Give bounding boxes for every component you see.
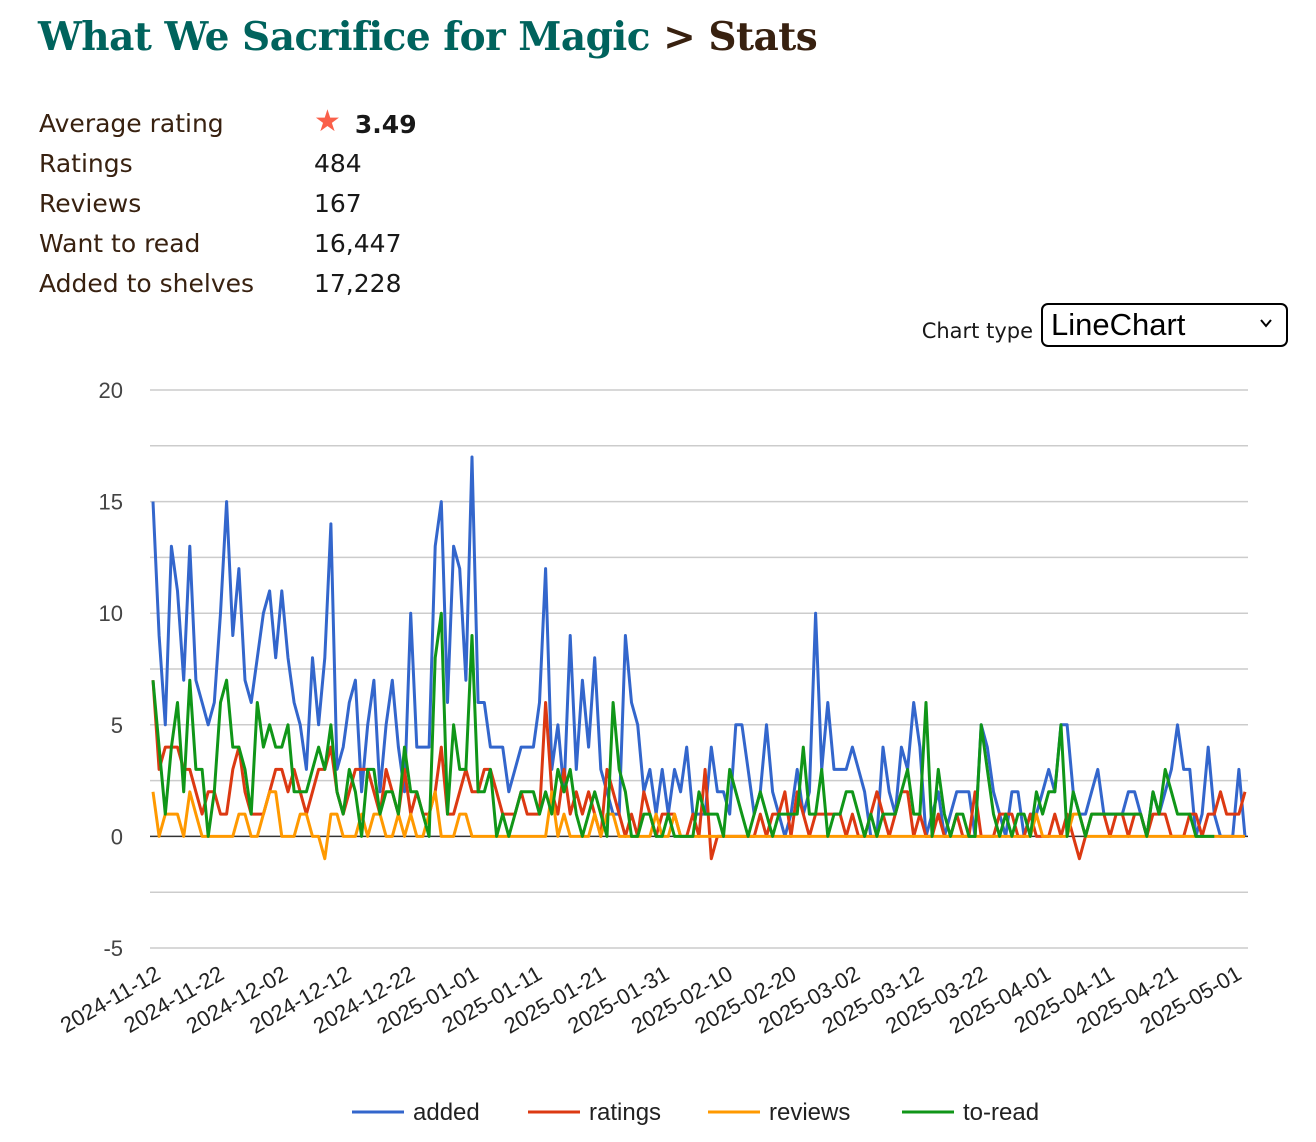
y-tick-label: 10 [99, 601, 123, 626]
legend-item-to-read[interactable]: to-read [902, 1099, 1039, 1126]
legend-label: ratings [589, 1099, 661, 1126]
legend-label: added [413, 1099, 480, 1126]
series-line-to-read [151, 611, 1215, 838]
y-axis: 20 15 10 5 0 -5 [99, 378, 123, 961]
page-title: What We Sacrifice for Magic > Stats [38, 14, 818, 60]
chart-type-select[interactable]: LineChart [1041, 303, 1288, 347]
legend-label: reviews [769, 1099, 850, 1126]
chart-type-control: Chart type LineChart [922, 303, 1288, 347]
breadcrumb-current: Stats [708, 14, 818, 60]
y-tick-label: 20 [99, 378, 123, 403]
series-line-added [151, 455, 1247, 838]
x-axis: 2024-11-122024-11-222024-12-022024-12-12… [56, 961, 1246, 1039]
stat-label: Added to shelves [39, 269, 255, 298]
legend-item-added[interactable]: added [352, 1099, 480, 1126]
legend-item-reviews[interactable]: reviews [708, 1099, 850, 1126]
y-tick-label: -5 [103, 936, 123, 961]
stat-value: 17,228 [314, 269, 402, 298]
legend-item-ratings[interactable]: ratings [528, 1099, 661, 1126]
stat-label: Reviews [39, 189, 142, 218]
line-chart: 20 15 10 5 0 -5 2024-11-122024-11-222024-12-0… [56, 378, 1248, 1126]
breadcrumb-separator: > [663, 14, 696, 60]
star-icon: ★ [314, 104, 341, 139]
stat-value: ★ 3.49 [314, 104, 417, 145]
series-line-reviews [151, 790, 1245, 861]
chart-type-selected: LineChart [1051, 307, 1186, 342]
stat-value: 484 [314, 149, 362, 178]
stat-value: 16,447 [314, 229, 402, 258]
chevron-down-icon [1260, 319, 1272, 328]
book-title-link[interactable]: What We Sacrifice for Magic [38, 14, 651, 60]
stat-value: 167 [314, 189, 362, 218]
chart-legend[interactable]: added ratings reviews to-read [352, 1099, 1039, 1126]
y-tick-label: 5 [111, 713, 123, 738]
y-tick-label: 0 [111, 824, 123, 849]
y-tick-label: 15 [99, 490, 123, 515]
stat-label: Ratings [39, 149, 133, 178]
legend-label: to-read [963, 1099, 1039, 1126]
chart-type-label: Chart type [921, 319, 1033, 343]
average-rating-value: 3.49 [354, 110, 417, 139]
stat-label: Average rating [39, 109, 224, 138]
chart-series [151, 455, 1247, 861]
stat-label: Want to read [39, 229, 201, 258]
